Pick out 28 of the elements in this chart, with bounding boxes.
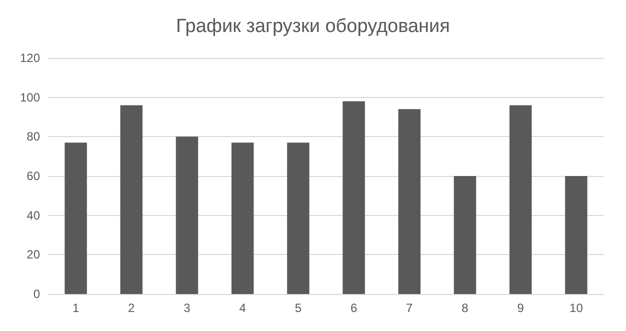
y-tick-label: 100 [20,90,40,104]
x-tick-label: 8 [462,301,469,315]
x-tick-label: 9 [517,301,524,315]
y-tick-label: 0 [33,287,40,301]
y-tick-label: 80 [26,130,40,144]
x-tick-label: 5 [294,301,302,315]
x-tick-label: 7 [406,301,414,315]
bar [120,105,143,294]
x-tick-label: 3 [184,301,191,315]
bar [342,101,365,294]
y-tick-label: 120 [20,51,40,65]
bar [398,109,421,294]
y-tick-label: 20 [26,248,40,262]
y-tick-label: 40 [26,208,40,222]
x-tick-label: 6 [350,301,358,315]
bar [287,142,310,294]
bar [509,105,532,294]
y-tick-label: 60 [26,169,40,183]
x-tick-label: 10 [570,301,584,315]
x-tick-label: 2 [128,301,136,315]
chart-title: График загрузки оборудования [176,16,450,37]
x-tick-label: 1 [72,301,80,315]
bar [565,176,588,294]
bar [64,142,87,294]
x-tick-label: 4 [239,301,246,315]
bar [454,176,476,294]
bar [176,136,198,294]
bar [231,142,254,294]
